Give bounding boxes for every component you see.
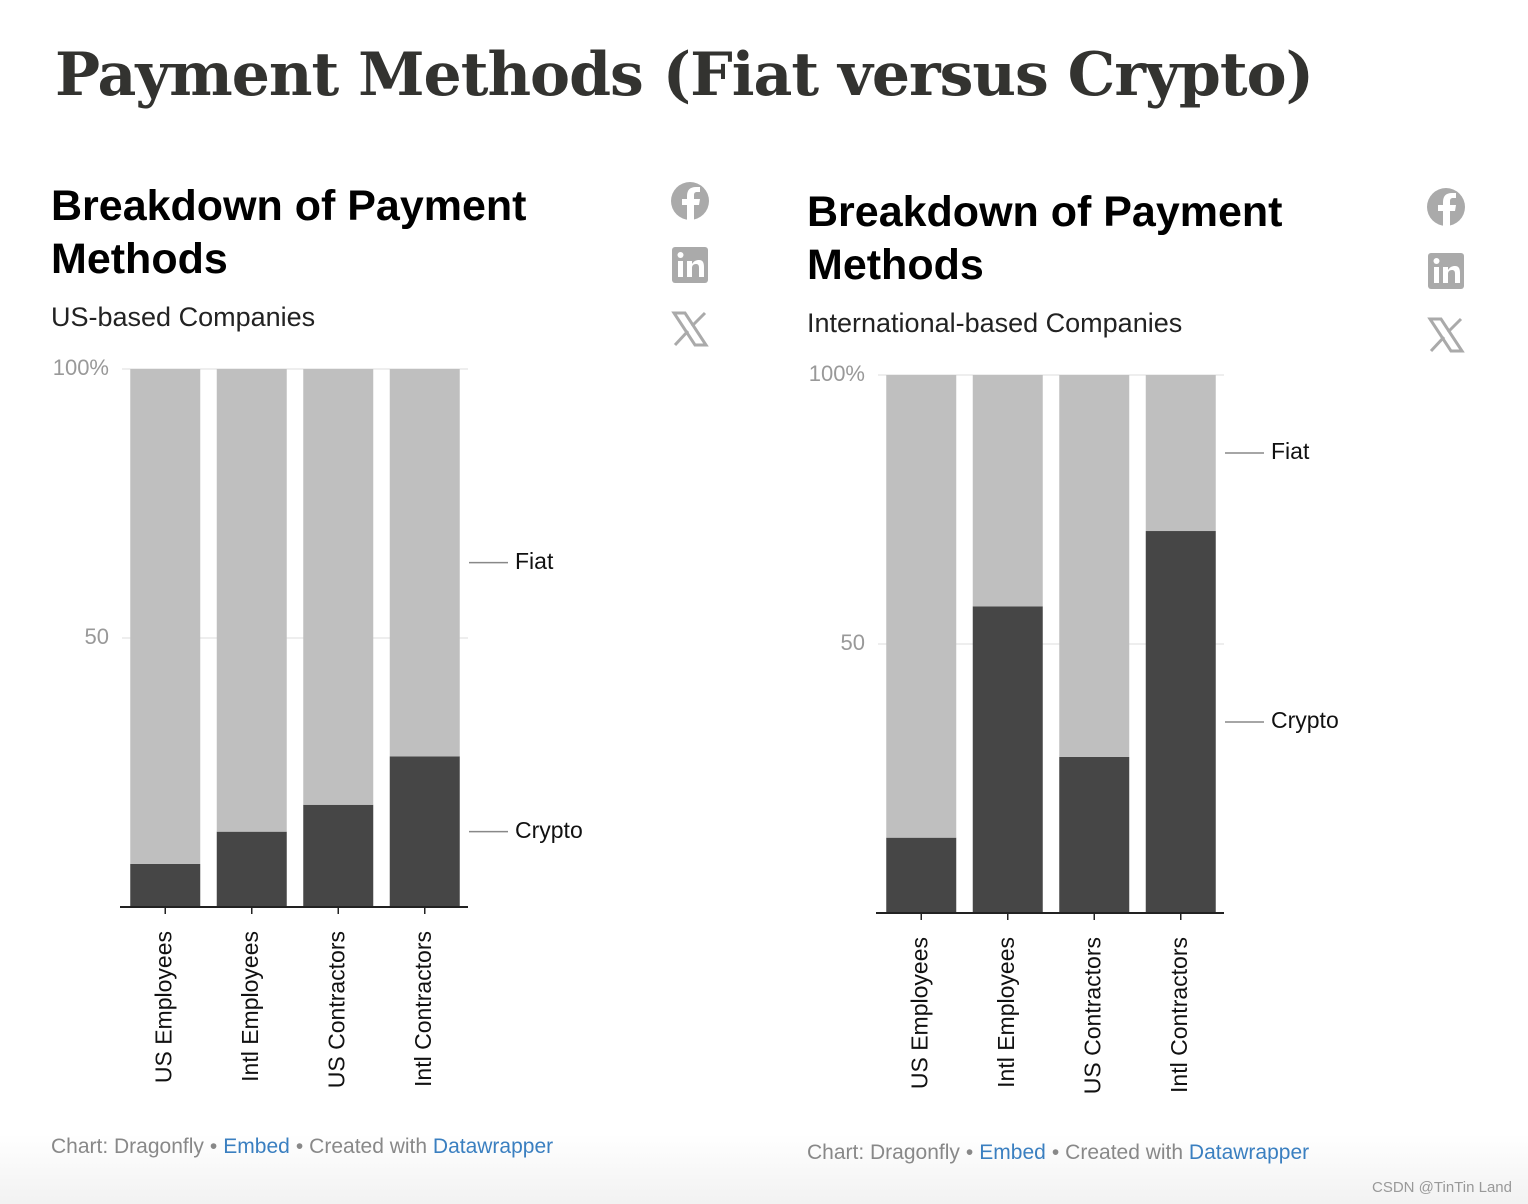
plot: 50 100% Crypto Fiat US Employees Intl Employe…: [809, 188, 1465, 1094]
bar-segment: [303, 804, 374, 907]
share-icon[interactable]: [671, 182, 709, 220]
chart-title: Breakdown of Payment Methods: [51, 182, 527, 283]
separator: •: [209, 1135, 218, 1158]
x-tick-label: US Contractors: [323, 931, 349, 1088]
separator: •: [1051, 1141, 1060, 1164]
watermark: CSDN @TinTin Land: [1372, 1179, 1512, 1196]
bar-segment: [972, 606, 1043, 913]
bar-segment: [303, 369, 374, 805]
source: Chart: Dragonfly: [51, 1135, 204, 1158]
separator: •: [295, 1135, 304, 1158]
x-tick-label: US Contractors: [1079, 937, 1105, 1094]
legend-label: Fiat: [1271, 438, 1310, 464]
legend-label: Crypto: [1271, 707, 1339, 733]
chart: Breakdown of Payment Methods Internationa…: [807, 186, 1507, 1196]
bar-segment: [130, 369, 201, 864]
created-text: Created with: [309, 1135, 428, 1158]
y-tick-label: 100%: [53, 355, 109, 380]
bar-segment: [1059, 756, 1130, 913]
x-tick-label: Intl Contractors: [1166, 937, 1192, 1093]
bar-segment: [216, 369, 287, 832]
bar-segment: [886, 375, 957, 838]
page-title: Payment Methods (Fiat versus Crypto): [55, 40, 1314, 110]
chart-subtitle: International-based Companies: [807, 308, 1183, 338]
bottom-fade: [0, 1134, 1528, 1204]
x-tick-label: US Employees: [906, 937, 932, 1089]
plot: 50 100% Crypto Fiat US Employees Intl Employe…: [53, 182, 709, 1088]
separator: •: [965, 1141, 974, 1164]
x-tick-label: US Employees: [150, 931, 176, 1083]
share-icon[interactable]: [1428, 253, 1464, 289]
embed-link[interactable]: Embed: [979, 1141, 1046, 1164]
chart-title: Breakdown of Payment Methods: [807, 188, 1283, 289]
bar-segment: [972, 375, 1043, 607]
footer: Chart: Dragonfly • Embed • Created with Data…: [807, 1141, 1309, 1165]
x-tick-label: Intl Employees: [993, 937, 1019, 1088]
chart-subtitle: US-based Companies: [51, 302, 316, 332]
y-tick-label: 50: [841, 630, 865, 655]
bar-segment: [389, 369, 460, 757]
x-tick-label: Intl Contractors: [410, 931, 436, 1087]
credit-link[interactable]: Datawrapper: [1188, 1141, 1310, 1164]
share-icon[interactable]: [672, 247, 708, 283]
legend-label: Fiat: [515, 548, 554, 574]
bar-segment: [130, 863, 201, 907]
chart: Breakdown of Payment Methods US-based Com…: [51, 180, 751, 1190]
footer: Chart: Dragonfly • Embed • Created with Data…: [51, 1135, 553, 1159]
source: Chart: Dragonfly: [807, 1141, 960, 1164]
bar-segment: [389, 756, 460, 907]
y-tick-label: 50: [85, 624, 109, 649]
bar-segment: [1059, 375, 1130, 757]
bar-segment: [216, 831, 287, 907]
share-icon[interactable]: [671, 311, 709, 347]
y-tick-label: 100%: [809, 361, 865, 386]
created-text: Created with: [1065, 1141, 1184, 1164]
legend-label: Crypto: [515, 817, 583, 843]
share-icon[interactable]: [1427, 188, 1465, 226]
embed-link[interactable]: Embed: [223, 1135, 290, 1158]
x-tick-label: Intl Employees: [237, 931, 263, 1082]
credit-link[interactable]: Datawrapper: [432, 1135, 554, 1158]
bar-segment: [1145, 531, 1216, 913]
share-icon[interactable]: [1427, 317, 1465, 353]
bar-segment: [1145, 375, 1216, 532]
bar-segment: [886, 837, 957, 913]
